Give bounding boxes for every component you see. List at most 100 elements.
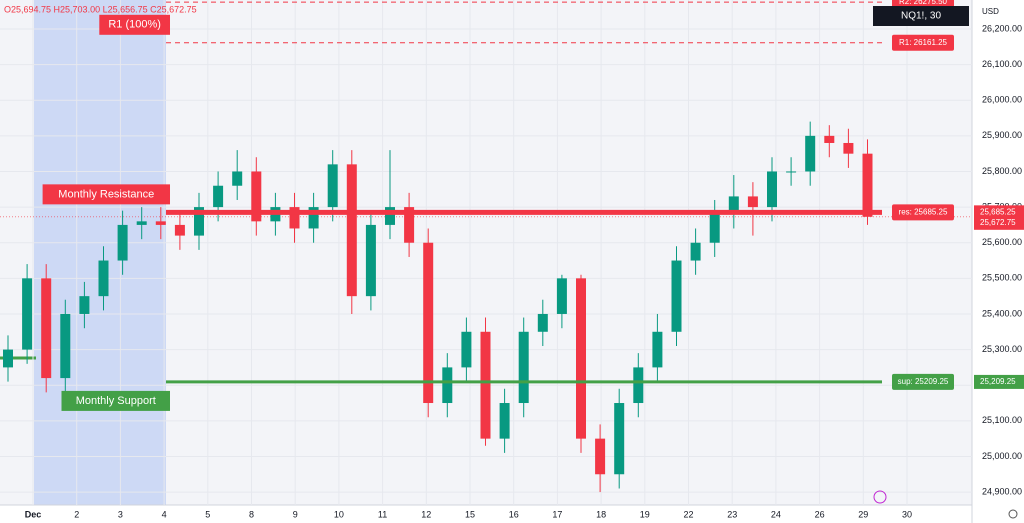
candle-body <box>843 142 854 154</box>
y-tick-label: 25,800.00 <box>982 166 1022 176</box>
candle-body <box>824 135 835 143</box>
symbol[interactable]: NQ1!, 30 <box>901 11 941 22</box>
last-price-label: 25,672.75 <box>980 218 1016 227</box>
x-tick-label: 30 <box>902 509 912 519</box>
candle-body <box>174 224 185 236</box>
candle-body <box>289 207 300 229</box>
level-label-bg <box>61 390 170 411</box>
candle-body <box>442 367 453 404</box>
x-tick-label: 26 <box>815 509 825 519</box>
candle-body <box>155 221 166 225</box>
last-price-bg <box>974 215 1024 230</box>
x-tick-label: 15 <box>465 509 475 519</box>
axis-tag: 25,685.25 <box>980 207 1016 216</box>
x-tick-label: Dec <box>25 509 42 519</box>
candle-body <box>60 313 71 379</box>
candle-body <box>308 207 319 229</box>
candle-body <box>747 196 758 208</box>
candle-body <box>461 331 472 368</box>
candle-body <box>728 196 739 215</box>
y-tick-label: 25,000.00 <box>982 451 1022 461</box>
y-tick-label: 25,400.00 <box>982 308 1022 318</box>
x-tick-label: 12 <box>421 509 431 519</box>
x-tick-label: 24 <box>771 509 781 519</box>
candle-body <box>518 331 529 404</box>
level-tag: res: 25685.25 <box>899 207 948 216</box>
candle-body <box>805 135 816 172</box>
y-tick-label: 25,600.00 <box>982 237 1022 247</box>
level-label-bg <box>42 184 170 205</box>
level-label: R1 (100%) <box>108 19 161 31</box>
candle-body <box>3 349 13 368</box>
level-tag: R2: 26275.50 <box>899 0 948 6</box>
y-tick-label: 24,900.00 <box>982 486 1022 496</box>
settings-icon[interactable] <box>1008 509 1018 519</box>
x-tick-label: 22 <box>683 509 693 519</box>
candle-body <box>709 214 720 243</box>
y-tick-label: 25,100.00 <box>982 415 1022 425</box>
candle-body <box>767 171 777 208</box>
x-tick-label: 29 <box>858 509 868 519</box>
candle-body <box>404 207 415 243</box>
x-tick-label: 10 <box>334 509 344 519</box>
y-tick-label: 26,100.00 <box>982 59 1022 69</box>
symbol-box[interactable] <box>873 6 969 26</box>
candle-body <box>346 164 357 297</box>
candle-body <box>690 242 701 261</box>
x-tick-label: 5 <box>205 509 210 519</box>
candle-body <box>595 438 606 475</box>
axis-tag: 25,209.25 <box>980 377 1016 386</box>
x-tick-label: 4 <box>162 509 167 519</box>
candle-body <box>385 207 395 225</box>
x-tick-label: 2 <box>74 509 79 519</box>
candle-body <box>251 171 262 222</box>
candle-body <box>480 331 491 439</box>
x-tick-label: 17 <box>552 509 562 519</box>
candle-body <box>117 224 128 261</box>
x-tick-label: 16 <box>509 509 519 519</box>
candle-body <box>556 278 567 314</box>
candle-body <box>614 403 625 475</box>
x-tick-label: 8 <box>249 509 254 519</box>
x-tick-label: 19 <box>640 509 650 519</box>
candle-body <box>862 153 873 217</box>
x-tick-label: 3 <box>118 509 123 519</box>
candle-body <box>499 403 510 439</box>
level-tag-bg <box>892 204 954 221</box>
x-tick-label: 9 <box>293 509 298 519</box>
candle-body <box>327 164 338 208</box>
candle-body <box>537 313 548 332</box>
candle-body <box>786 171 797 173</box>
x-tick-label: 11 <box>378 509 387 519</box>
candle-body <box>633 367 644 404</box>
candle-body <box>22 278 33 350</box>
candle-body <box>41 278 52 379</box>
level-tag-bg <box>892 34 954 51</box>
level-tag-bg <box>892 373 954 390</box>
y-tick-label: 26,000.00 <box>982 95 1022 105</box>
candle-body <box>423 242 434 404</box>
level-label: Monthly Support <box>76 395 156 407</box>
y-tick-label: 26,200.00 <box>982 23 1022 33</box>
x-tick-label: 23 <box>727 509 737 519</box>
candle-body <box>576 278 586 439</box>
level-label: Monthly Resistance <box>58 188 154 200</box>
currency[interactable]: USD <box>982 7 999 16</box>
y-tick-label: 25,900.00 <box>982 130 1022 140</box>
candle-body <box>671 260 682 332</box>
axis-tag-bg <box>974 374 1024 389</box>
candle-body <box>652 331 663 368</box>
candle-body <box>232 171 243 186</box>
candle-body <box>98 260 109 297</box>
candle-body <box>79 296 90 314</box>
y-tick-label: 25,500.00 <box>982 273 1022 283</box>
level-tag: sup: 25209.25 <box>898 377 949 386</box>
candle-body <box>194 207 204 236</box>
x-tick-label: 18 <box>596 509 606 519</box>
lightning-icon[interactable] <box>873 490 887 504</box>
level-tag: R1: 26161.25 <box>899 38 948 47</box>
candle-body <box>136 221 147 225</box>
candle-body <box>365 224 376 297</box>
y-tick-label: 25,300.00 <box>982 344 1022 354</box>
